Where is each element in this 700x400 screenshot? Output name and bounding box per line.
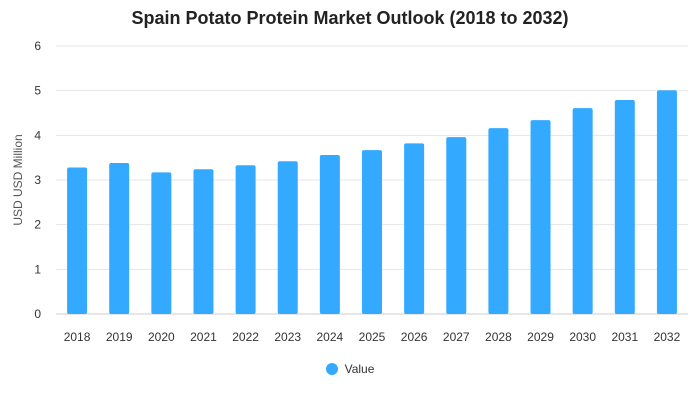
legend-label: Value — [344, 362, 375, 376]
y-axis-ticks: 0 1 2 3 4 5 6 — [34, 39, 41, 321]
bars — [67, 90, 677, 315]
bar-2023[interactable] — [277, 161, 298, 314]
bar-2026[interactable] — [404, 143, 425, 314]
bar-2018[interactable] — [67, 167, 88, 314]
bar-2021[interactable] — [193, 169, 214, 314]
legend[interactable]: Value — [0, 362, 700, 376]
y-tick-label: 2 — [34, 218, 41, 232]
bar-2031[interactable] — [614, 100, 635, 315]
x-tick-label: 2024 — [317, 330, 344, 344]
x-axis-ticks: 2018 2019 2020 2021 2022 2023 2024 2025 2026 2027… — [64, 330, 681, 344]
bar-2024[interactable] — [319, 154, 340, 314]
x-tick-label: 2028 — [485, 330, 512, 344]
x-tick-label: 2019 — [106, 330, 133, 344]
y-tick-label: 1 — [34, 262, 41, 276]
x-tick-label: 2026 — [401, 330, 428, 344]
x-tick-label: 2029 — [527, 330, 554, 344]
y-tick-label: 6 — [34, 39, 41, 53]
bar-2028[interactable] — [488, 128, 509, 314]
bar-2029[interactable] — [530, 120, 551, 314]
x-tick-label: 2020 — [148, 330, 175, 344]
y-tick-label: 0 — [34, 307, 41, 321]
y-axis-label: USD USD Million — [11, 134, 25, 225]
chart-title: Spain Potato Protein Market Outlook (201… — [131, 8, 569, 28]
bar-2019[interactable] — [109, 163, 130, 314]
y-tick-label: 4 — [34, 128, 41, 142]
x-tick-label: 2022 — [232, 330, 259, 344]
bar-2027[interactable] — [446, 137, 467, 314]
x-tick-label: 2021 — [190, 330, 217, 344]
bar-2032[interactable] — [656, 90, 677, 314]
x-tick-label: 2030 — [569, 330, 596, 344]
x-tick-label: 2027 — [443, 330, 470, 344]
x-tick-label: 2032 — [654, 330, 681, 344]
bar-2025[interactable] — [362, 150, 382, 314]
x-tick-label: 2025 — [359, 330, 386, 344]
bar-2020[interactable] — [151, 172, 172, 314]
bar-2022[interactable] — [235, 165, 256, 314]
legend-marker — [325, 363, 338, 375]
x-tick-label: 2023 — [274, 330, 301, 344]
y-tick-label: 5 — [34, 84, 41, 98]
x-tick-label: 2018 — [64, 330, 91, 344]
y-tick-label: 3 — [34, 173, 41, 187]
x-tick-label: 2031 — [611, 330, 638, 344]
bar-2030[interactable] — [572, 108, 593, 314]
